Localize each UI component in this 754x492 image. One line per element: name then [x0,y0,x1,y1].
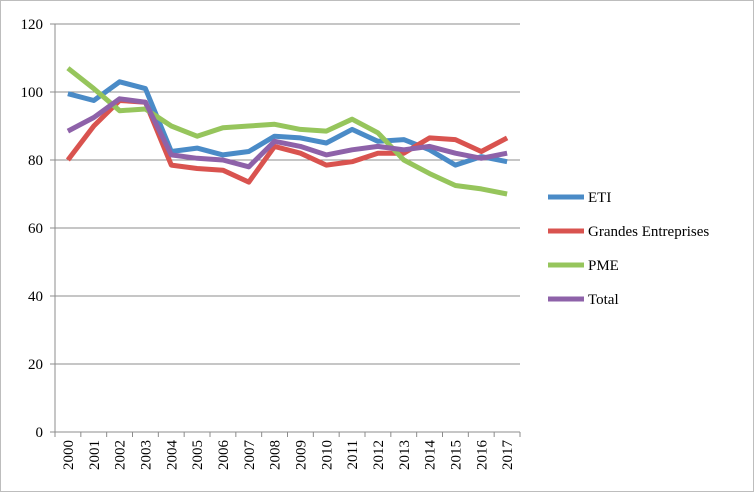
x-tick-label-2015: 2015 [448,440,464,470]
x-tick-label-2014: 2014 [423,440,439,471]
x-tick-label-2006: 2006 [216,440,232,471]
x-tick-label-2005: 2005 [190,440,206,470]
series-line-pme [66,66,508,197]
legend-label: Grandes Entreprises [588,224,709,240]
x-tick-label-2013: 2013 [397,440,413,470]
y-tick-label: 60 [28,221,43,237]
x-tick-label-2011: 2011 [345,440,361,469]
series-lines [65,66,509,197]
legend-label: PME [588,258,619,274]
x-tick-labels: 2000 2001 2002 2003 2004 2005 2006 2007 2008 2009… [61,440,516,471]
y-tick-label: 0 [36,425,44,441]
gridlines [55,23,520,365]
y-tick-label: 40 [28,289,43,305]
legend-label: Total [588,292,619,308]
x-tick-label-2016: 2016 [474,440,490,471]
x-tick-label-2002: 2002 [113,440,129,470]
x-tick-label-2007: 2007 [242,440,258,471]
series-line-eti [67,79,508,168]
axes [50,23,521,437]
legend: ETI Grandes Entreprises PME Total [548,190,709,308]
x-tick-label-2000: 2000 [61,440,77,470]
x-tick-label-2004: 2004 [164,440,180,471]
series-line-total [66,96,508,170]
x-tick-label-2012: 2012 [371,440,387,470]
x-tick-label-2008: 2008 [268,440,284,470]
x-tick-label-2009: 2009 [293,440,309,470]
y-tick-label: 80 [28,153,43,169]
x-tick-label-2017: 2017 [500,440,516,471]
y-tick-labels: 0 20 40 60 80 100 120 [21,17,44,441]
x-tick-label-2001: 2001 [87,440,103,470]
series-line-grandes-entreprises [65,98,509,185]
x-tick-label-2003: 2003 [138,440,154,470]
legend-label: ETI [588,190,611,206]
y-tick-label: 20 [28,357,43,373]
y-tick-label: 100 [21,85,44,101]
y-tick-label: 120 [21,17,44,33]
x-tick-label-2010: 2010 [319,440,335,470]
